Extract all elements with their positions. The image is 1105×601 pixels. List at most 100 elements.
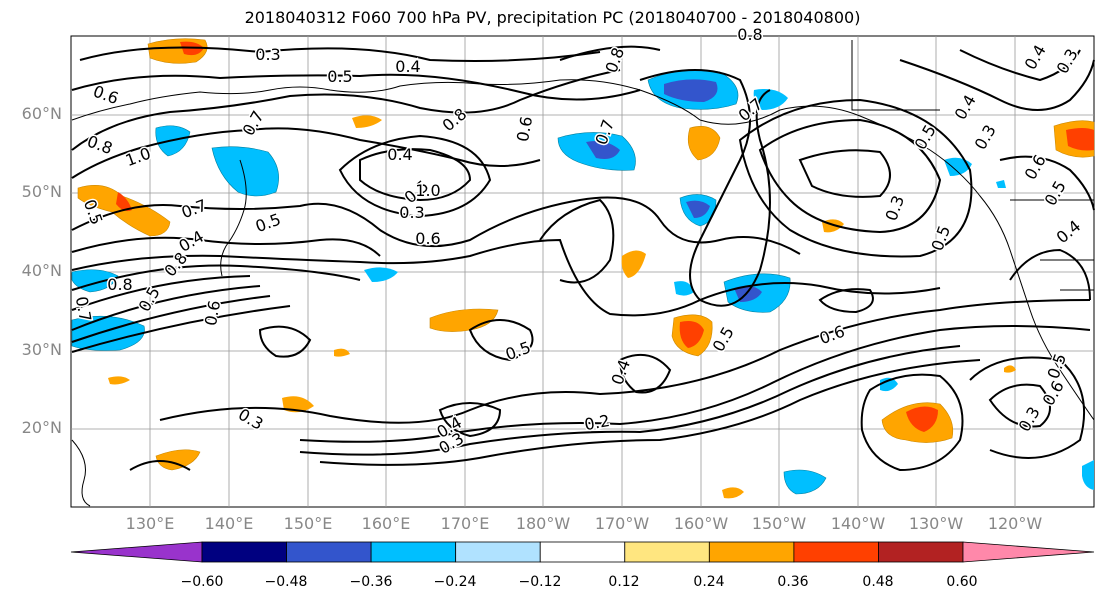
colorbar-segment bbox=[455, 541, 541, 563]
pv-contour-line bbox=[988, 383, 1051, 428]
pv-contour-line bbox=[71, 73, 641, 101]
coastline bbox=[851, 40, 940, 111]
lon-label-160w: 160°W bbox=[673, 514, 729, 533]
precip-negative-patch bbox=[364, 267, 398, 282]
pv-contour-line bbox=[71, 285, 261, 331]
contour-label: 0.4 bbox=[387, 145, 412, 164]
pv-contour-line bbox=[959, 49, 1081, 82]
precip-positive-patch bbox=[621, 250, 646, 278]
pv-contour-line bbox=[438, 402, 502, 438]
figure-title: 2018040312 F060 700 hPa PV, precipitatio… bbox=[244, 8, 861, 27]
pv-contour-line bbox=[899, 59, 1095, 111]
pv-contour-line bbox=[798, 149, 891, 198]
contour-label: 0.8 bbox=[737, 25, 762, 44]
pv-contour-line bbox=[71, 238, 941, 317]
pv-contour-line bbox=[299, 325, 1091, 443]
colorbar-tick: −0.36 bbox=[349, 574, 393, 590]
precip-positive-patch bbox=[1066, 128, 1094, 151]
precip-positive-patch bbox=[334, 348, 350, 357]
pv-contour-line bbox=[468, 319, 534, 362]
pv-contour-line bbox=[758, 118, 942, 234]
precip-negative-patch bbox=[1082, 460, 1094, 490]
precip-negative-patch bbox=[753, 89, 788, 110]
pv-contour-line bbox=[738, 98, 973, 258]
colorbar-tick: −0.48 bbox=[264, 574, 308, 590]
pv-contour-line bbox=[559, 45, 661, 61]
contour-label: 0.3 bbox=[399, 203, 424, 222]
colorbar-tick: −0.60 bbox=[180, 574, 224, 590]
colorbar-tick: 0.12 bbox=[608, 574, 640, 590]
colorbar-tick: −0.12 bbox=[518, 574, 562, 590]
colorbar-tick: 0.60 bbox=[946, 574, 978, 590]
precip-positive-patch bbox=[108, 376, 130, 385]
pv-contour-line bbox=[258, 325, 312, 358]
coastline bbox=[71, 439, 91, 507]
precip-positive-patch bbox=[155, 449, 201, 471]
colorbar-segment bbox=[539, 541, 626, 563]
precip-negative-patch bbox=[996, 180, 1006, 188]
colorbar-extend-low bbox=[70, 541, 203, 563]
contour-label: 0.3 bbox=[255, 45, 280, 64]
colorbar-segment bbox=[708, 541, 795, 563]
precip-positive-patch bbox=[687, 126, 721, 161]
colorbar-segment bbox=[878, 541, 964, 563]
precip-negative-patch bbox=[664, 79, 718, 102]
colorbar-segment bbox=[201, 541, 287, 563]
lat-label-20n: 20°N bbox=[21, 418, 62, 437]
colorbar-segment bbox=[793, 541, 879, 563]
colorbar-segment bbox=[370, 541, 457, 563]
colorbar-segment bbox=[624, 541, 710, 563]
pv-contour-line bbox=[539, 198, 615, 284]
pv-contour-line bbox=[71, 127, 541, 179]
lon-label-170e: 170°E bbox=[440, 514, 490, 533]
colorbar-segment bbox=[286, 541, 372, 563]
contour-label: 0.4 bbox=[395, 57, 420, 76]
precip-positive-patch bbox=[722, 487, 744, 499]
pv-contour-line bbox=[71, 264, 361, 291]
lon-label-140e: 140°E bbox=[204, 514, 254, 533]
lon-label-140w: 140°W bbox=[830, 514, 886, 533]
lon-label-150e: 150°E bbox=[283, 514, 333, 533]
contour-label: 1.0 bbox=[415, 181, 440, 200]
lat-label-30n: 30°N bbox=[21, 340, 62, 359]
lon-label-150w: 150°W bbox=[751, 514, 807, 533]
coastlines bbox=[71, 40, 1095, 507]
precip-negative-patch bbox=[674, 281, 694, 296]
pv-contour-line bbox=[999, 155, 1095, 211]
lat-label-60n: 60°N bbox=[21, 104, 62, 123]
colorbar-tick: 0.24 bbox=[693, 574, 725, 590]
pv-contour-line bbox=[71, 236, 381, 257]
lat-label-40n: 40°N bbox=[21, 261, 62, 280]
pv-contour-line bbox=[359, 148, 472, 202]
colorbar-extend-high bbox=[962, 541, 1095, 563]
pv-contour-line bbox=[71, 295, 271, 343]
precip-positive-patch bbox=[906, 406, 938, 432]
coastline bbox=[220, 159, 247, 277]
contour-label: 0.6 bbox=[415, 229, 440, 248]
lon-label-130w: 130°W bbox=[908, 514, 964, 533]
precip-positive-patch bbox=[116, 192, 132, 212]
coastline bbox=[71, 79, 701, 121]
pv-contour-line bbox=[860, 373, 964, 472]
pv-contour-line bbox=[818, 288, 874, 314]
lon-label-180w: 180°W bbox=[515, 514, 571, 533]
pv-contour-line bbox=[338, 134, 492, 218]
colorbar bbox=[70, 541, 1095, 563]
pv-contours bbox=[71, 45, 1095, 472]
pv-contour-line bbox=[159, 299, 1091, 424]
pv-contour-line bbox=[71, 275, 251, 311]
precip-negative-patch bbox=[211, 146, 279, 197]
pv-contour-line bbox=[299, 345, 961, 456]
precip-positive-patch bbox=[1004, 365, 1016, 373]
pv-contour-line bbox=[1009, 248, 1091, 301]
pv-contour-line bbox=[639, 69, 771, 307]
precip-positive-patch bbox=[352, 115, 382, 128]
precip-negative-patch bbox=[586, 141, 620, 159]
lon-label-130e: 130°E bbox=[125, 514, 175, 533]
precip-positive-patch bbox=[429, 308, 499, 332]
pv-contour-line bbox=[319, 359, 981, 466]
precip-negative-patch bbox=[686, 200, 710, 218]
precip-positive-patch bbox=[282, 396, 314, 413]
pv-contour-line bbox=[71, 305, 291, 353]
